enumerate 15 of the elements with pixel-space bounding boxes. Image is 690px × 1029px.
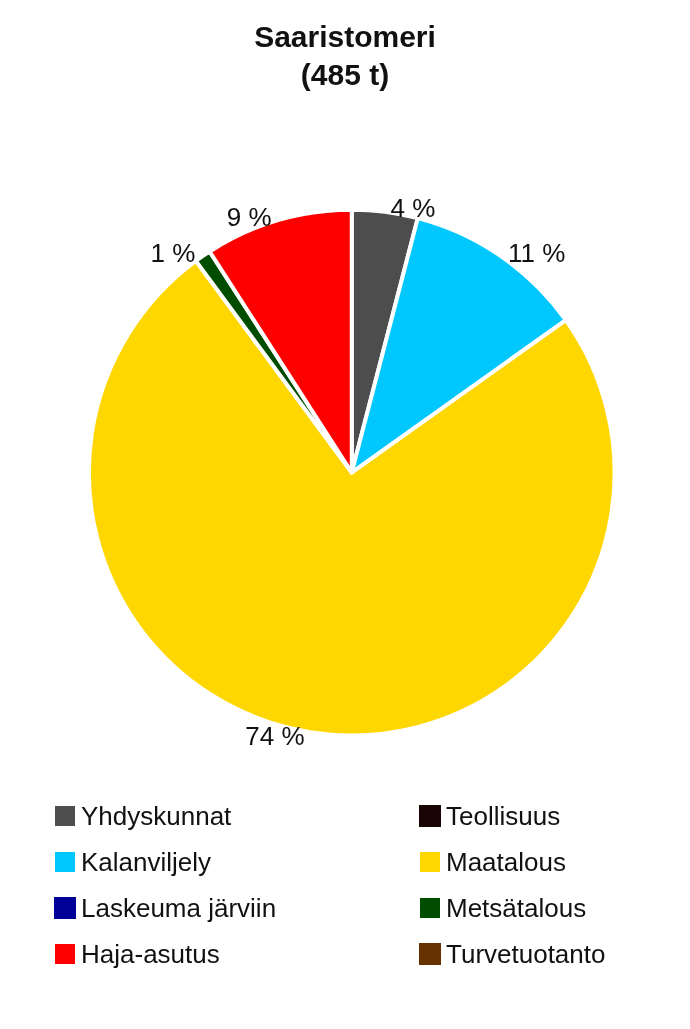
data-label: 4 % (390, 192, 436, 223)
data-label: 1 % (150, 237, 196, 268)
legend-label: Laskeuma järviin (81, 893, 277, 923)
legend-label: Metsätalous (446, 893, 587, 923)
legend-label: Maatalous (446, 847, 566, 877)
legend-label: Yhdyskunnat (81, 801, 233, 831)
chart-title: Saaristomeri (254, 19, 436, 53)
data-label: 9 % (226, 201, 272, 232)
data-label: 11 % (508, 237, 566, 268)
legend-label: Teollisuus (446, 801, 561, 831)
legend-label: Kalanviljely (81, 847, 212, 877)
legend-label: Turvetuotanto (446, 939, 606, 969)
chart-subtitle: (485 t) (300, 57, 390, 91)
data-label: 74 % (245, 721, 305, 752)
legend-label: Haja-asutus (81, 939, 220, 969)
